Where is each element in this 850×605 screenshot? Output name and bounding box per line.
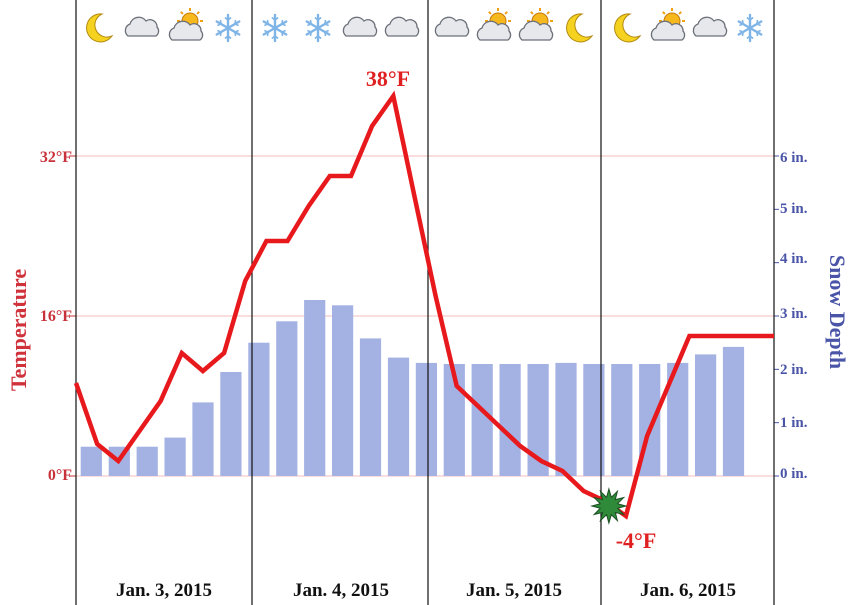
temperature-series-line — [73, 90, 774, 520]
right-tick-label: 0 in. — [780, 466, 808, 482]
moon-icon — [566, 13, 594, 43]
snow-depth-bar — [387, 357, 410, 476]
partly-cloudy-icon — [476, 8, 512, 41]
cloud-icon — [124, 16, 160, 37]
snow-depth-bar — [611, 364, 633, 476]
snow-depth-bar — [304, 300, 326, 476]
snowflake-icon — [737, 13, 763, 43]
snow-depth-bar — [583, 364, 605, 476]
right-tick-label: 5 in. — [780, 201, 808, 217]
day-label-jan-3: Jan. 3, 2015 — [116, 580, 212, 601]
max-temp-label: 38°F — [366, 66, 410, 91]
cloud-icon — [342, 16, 378, 37]
moon-icon — [614, 13, 642, 43]
snow-depth-bar — [192, 402, 214, 476]
cloud-icon — [384, 16, 420, 37]
left-axis: 32°F 16°F 0°F Temperature — [6, 149, 72, 484]
snow-depth-bar — [80, 446, 102, 476]
cloud-icon — [434, 16, 470, 37]
partly-cloudy-icon — [518, 8, 554, 41]
left-tick-label: 0°F — [48, 467, 72, 484]
min-temp-marker — [590, 487, 628, 525]
snow-depth-bar — [276, 321, 298, 476]
right-tick-label: 6 in. — [780, 150, 808, 166]
snow-depth-bar — [499, 364, 521, 476]
day-labels: Jan. 3, 2015 Jan. 4, 2015 Jan. 5, 2015 J… — [116, 580, 736, 601]
right-tick-label: 1 in. — [780, 415, 808, 431]
snow-depth-bar — [415, 362, 437, 476]
snowflake-icon — [215, 13, 241, 43]
snow-depth-bar — [136, 446, 158, 476]
snow-depth-bar — [527, 364, 549, 476]
snow-depth-bar — [359, 338, 382, 476]
annotations — [590, 487, 628, 525]
snow-depth-bar — [220, 372, 242, 476]
right-tick-label: 2 in. — [780, 362, 808, 378]
moon-icon — [86, 13, 114, 43]
right-axis-title: Snow Depth — [825, 255, 850, 369]
day-label-jan-5: Jan. 5, 2015 — [466, 580, 562, 601]
min-temp-label: -4°F — [616, 528, 657, 553]
partly-cloudy-icon — [650, 8, 686, 41]
right-tick-label: 3 in. — [780, 306, 808, 322]
partly-cloudy-icon — [168, 8, 204, 41]
snow-depth-bar — [722, 346, 745, 476]
snowflake-icon — [305, 13, 331, 43]
temperature-line — [73, 90, 774, 520]
right-axis: 6 in. 5 in. 4 in. 3 in. 2 in. 1 in. 0 in… — [780, 150, 850, 482]
snow-depth-bar — [332, 305, 354, 476]
snow-depth-bar — [164, 437, 186, 476]
day-dividers — [75, 0, 775, 605]
weather-icons — [86, 8, 763, 43]
snow-depth-bar — [555, 362, 577, 476]
right-tick-label: 4 in. — [780, 251, 808, 267]
snowflake-icon — [262, 13, 288, 43]
left-axis-title: Temperature — [6, 269, 31, 391]
snow-depth-bar — [443, 364, 465, 476]
snow-depth-bar — [667, 362, 689, 476]
snow-depth-bars — [80, 300, 745, 476]
cloud-icon — [692, 16, 728, 37]
day-label-jan-6: Jan. 6, 2015 — [640, 580, 736, 601]
left-tick-label: 16°F — [40, 308, 72, 325]
left-tick-label: 32°F — [40, 149, 72, 166]
day-label-jan-4: Jan. 4, 2015 — [293, 580, 389, 601]
snow-depth-bar — [695, 354, 717, 476]
snow-depth-bar — [471, 364, 493, 476]
snow-depth-bar — [248, 342, 270, 476]
